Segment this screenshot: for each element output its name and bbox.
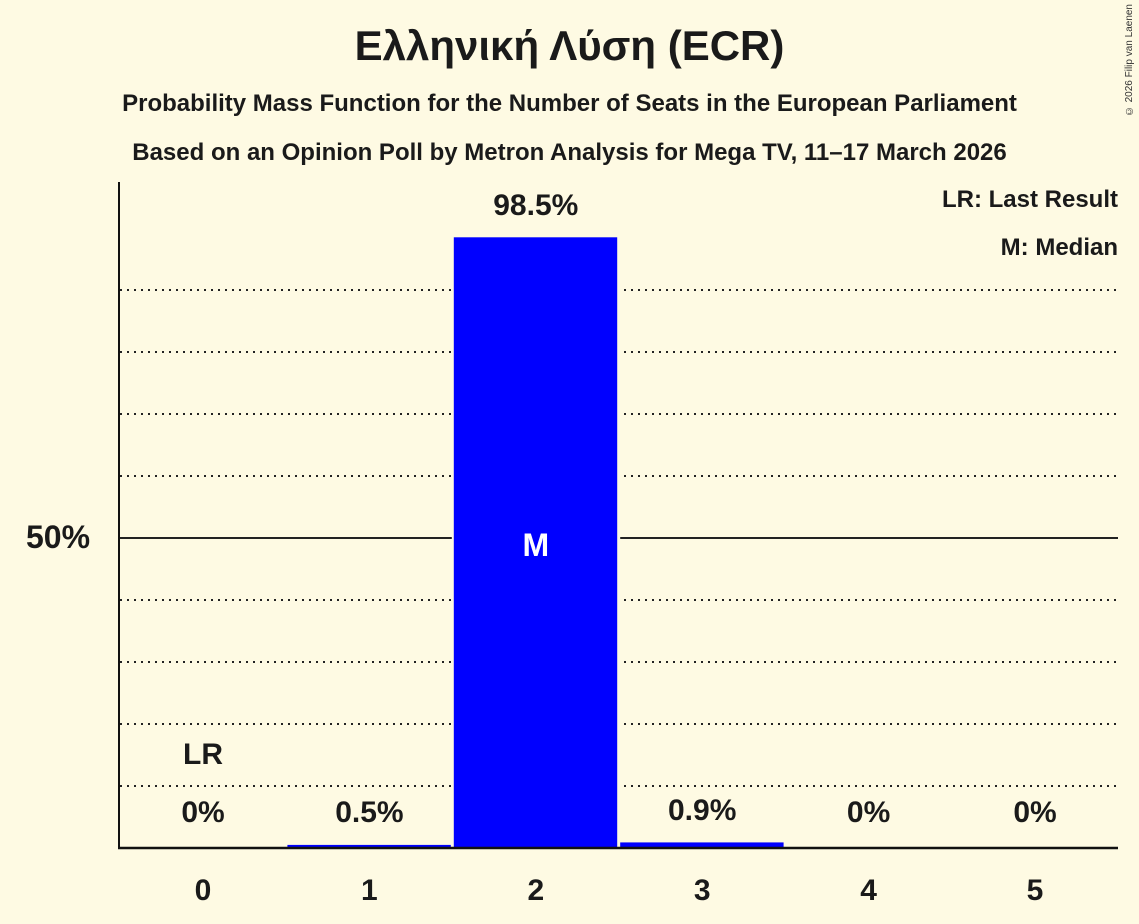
- bar-2: [453, 237, 618, 849]
- chart-title: Ελληνική Λύση (ECR): [354, 22, 785, 69]
- chart-source: Based on an Opinion Poll by Metron Analy…: [132, 139, 1007, 166]
- value-label-1: 0.5%: [335, 796, 404, 829]
- legend-median: M: Median: [1000, 234, 1118, 261]
- value-label-2: 98.5%: [493, 189, 579, 223]
- value-label-4: 0%: [846, 796, 891, 829]
- x-tick-5: 5: [1026, 874, 1044, 907]
- x-tick-3: 3: [693, 874, 711, 907]
- last-result-marker: LR: [183, 738, 223, 771]
- bar-3: [620, 842, 784, 848]
- legend-last-result: LR: Last Result: [941, 186, 1118, 213]
- x-tick-1: 1: [361, 874, 378, 907]
- y-tick-50: 50%: [26, 519, 91, 555]
- median-marker: M: [522, 527, 550, 563]
- x-tick-4: 4: [860, 874, 877, 907]
- chart-subtitle: Probability Mass Function for the Number…: [122, 90, 1017, 117]
- bar-1: [287, 844, 451, 848]
- value-label-5: 0%: [1013, 796, 1057, 829]
- value-label-3: 0.9%: [667, 794, 737, 828]
- x-tick-2: 2: [527, 874, 545, 907]
- value-label-0: 0%: [181, 796, 225, 829]
- x-tick-0: 0: [194, 874, 212, 907]
